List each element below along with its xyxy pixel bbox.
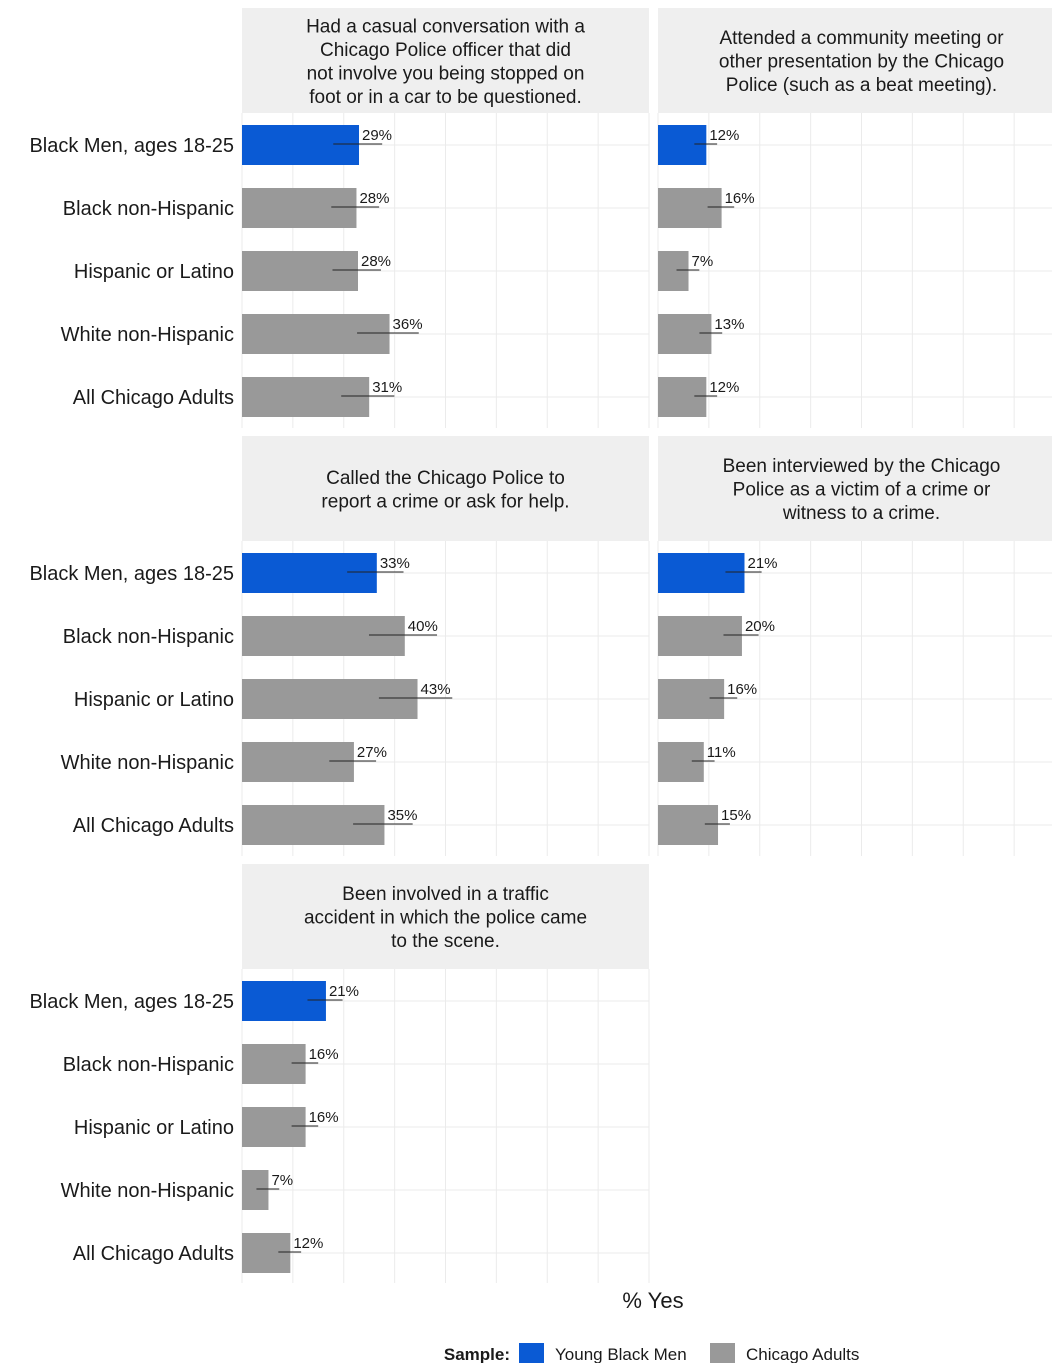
- data-label: 16%: [309, 1109, 339, 1126]
- bar-hispanic-or-latino: [658, 679, 725, 719]
- category-label: Black non-Hispanic: [63, 1054, 234, 1076]
- bar-black-men-ages-18-25: [242, 981, 326, 1021]
- bar-black-non-hispanic: [658, 616, 742, 656]
- category-label: Black Men, ages 18-25: [29, 135, 234, 157]
- bar-all-chicago-adults: [242, 377, 370, 417]
- bar-all-chicago-adults: [242, 1233, 291, 1273]
- panel-strip: [242, 8, 649, 113]
- data-label: 28%: [359, 190, 389, 207]
- panel-title-line: accident in which the police came: [304, 908, 587, 929]
- legend: Sample: Young Black Men Chicago Adults: [444, 1343, 859, 1363]
- bar-black-non-hispanic: [658, 188, 722, 228]
- bar-black-non-hispanic: [242, 188, 357, 228]
- panel-title-line: Been interviewed by the Chicago: [723, 456, 1001, 477]
- panel-title-line: Attended a community meeting or: [719, 28, 1004, 49]
- panel-title-line: Called the Chicago Police to: [326, 468, 565, 489]
- data-label: 15%: [721, 807, 751, 824]
- category-label: Hispanic or Latino: [74, 689, 234, 711]
- panel-strip: [242, 436, 649, 541]
- bar-black-men-ages-18-25: [658, 125, 707, 165]
- category-label: Black non-Hispanic: [63, 198, 234, 220]
- legend-swatch-young-black-men: [519, 1343, 544, 1363]
- category-label: Hispanic or Latino: [74, 261, 234, 283]
- data-label: 16%: [309, 1046, 339, 1063]
- data-label: 7%: [271, 1172, 293, 1189]
- panel-strip: [242, 864, 649, 969]
- panel-strip: [658, 436, 1052, 541]
- bar-black-men-ages-18-25: [242, 553, 377, 593]
- bar-black-non-hispanic: [242, 1044, 306, 1084]
- bar-hispanic-or-latino: [242, 679, 418, 719]
- panel-title-line: Had a casual conversation with a: [306, 16, 585, 37]
- panel-title-line: not involve you being stopped on: [307, 63, 585, 84]
- category-label: Black Men, ages 18-25: [29, 563, 234, 585]
- data-label: 36%: [393, 316, 423, 333]
- bar-black-men-ages-18-25: [658, 553, 745, 593]
- category-label: Black non-Hispanic: [63, 626, 234, 648]
- panel-title-line: to the scene.: [391, 931, 500, 952]
- data-label: 31%: [372, 379, 402, 396]
- category-label: All Chicago Adults: [73, 387, 234, 409]
- category-label: Hispanic or Latino: [74, 1117, 234, 1139]
- bar-white-non-hispanic: [658, 742, 704, 782]
- data-label: 7%: [692, 253, 714, 270]
- panel-title-line: Police as a victim of a crime or: [733, 480, 991, 501]
- panel-title-line: witness to a crime.: [782, 503, 940, 524]
- data-label: 33%: [380, 555, 410, 572]
- data-label: 40%: [408, 618, 438, 635]
- data-label: 16%: [727, 681, 757, 698]
- panel-2: Attended a community meeting or other pre…: [657, 8, 1052, 428]
- data-label: 16%: [725, 190, 755, 207]
- bar-white-non-hispanic: [658, 314, 712, 354]
- data-label: 27%: [357, 744, 387, 761]
- panel-strip: [658, 8, 1052, 113]
- panel-title-line: Been involved in a traffic: [342, 884, 549, 905]
- panel-1: Had a casual conversation with a Chicago …: [29, 8, 650, 428]
- panel-title-line: Police (such as a beat meeting).: [726, 75, 997, 96]
- category-label: White non-Hispanic: [61, 752, 234, 774]
- panel-title-line: Chicago Police officer that did: [320, 40, 571, 61]
- bar-white-non-hispanic: [242, 1170, 269, 1210]
- data-label: 29%: [362, 127, 392, 144]
- data-label: 43%: [421, 681, 451, 698]
- data-label: 11%: [707, 744, 736, 761]
- data-label: 35%: [387, 807, 417, 824]
- data-label: 12%: [709, 379, 739, 396]
- panel-title-line: report a crime or ask for help.: [321, 491, 569, 512]
- category-label: Black Men, ages 18-25: [29, 991, 234, 1013]
- data-label: 21%: [747, 555, 777, 572]
- panel-5: Been involved in a traffic accident in wh…: [29, 864, 650, 1283]
- category-label: White non-Hispanic: [61, 324, 234, 346]
- bar-all-chicago-adults: [658, 377, 707, 417]
- bar-hispanic-or-latino: [242, 251, 358, 291]
- data-label: 20%: [745, 618, 775, 635]
- legend-label-chicago-adults: Chicago Adults: [746, 1345, 859, 1363]
- data-label: 28%: [361, 253, 391, 270]
- data-label: 12%: [293, 1235, 323, 1252]
- bar-all-chicago-adults: [658, 805, 719, 845]
- bar-black-non-hispanic: [242, 616, 405, 656]
- data-label: 13%: [714, 316, 744, 333]
- legend-title: Sample:: [444, 1345, 510, 1363]
- panel-title-line: other presentation by the Chicago: [719, 52, 1004, 73]
- bar-hispanic-or-latino: [242, 1107, 306, 1147]
- bar-hispanic-or-latino: [658, 251, 689, 291]
- x-axis-title: % Yes: [622, 1288, 683, 1313]
- panel-title-line: foot or in a car to be questioned.: [309, 87, 582, 108]
- data-label: 12%: [709, 127, 739, 144]
- panel-4: Been interviewed by the Chicago Police as…: [657, 436, 1052, 856]
- legend-swatch-chicago-adults: [710, 1343, 735, 1363]
- legend-label-young-black-men: Young Black Men: [555, 1345, 687, 1363]
- bar-all-chicago-adults: [242, 805, 385, 845]
- category-label: All Chicago Adults: [73, 1243, 234, 1265]
- bar-black-men-ages-18-25: [242, 125, 360, 165]
- category-label: White non-Hispanic: [61, 1180, 234, 1202]
- bar-white-non-hispanic: [242, 742, 354, 782]
- bar-white-non-hispanic: [242, 314, 390, 354]
- data-label: 21%: [329, 983, 359, 1000]
- category-label: All Chicago Adults: [73, 815, 234, 837]
